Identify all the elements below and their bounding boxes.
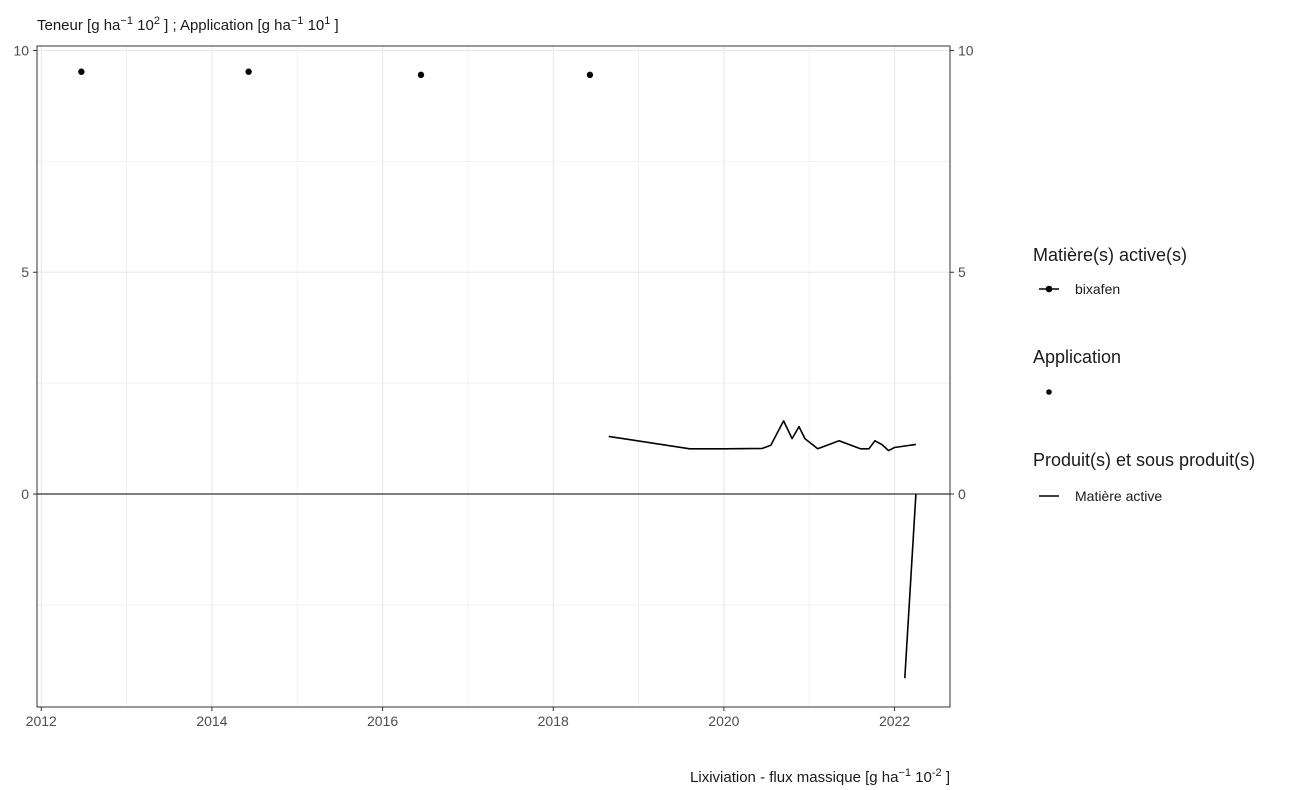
legend-title-active-substances: Matière(s) active(s) (1033, 245, 1187, 265)
y-right-tick-label: 0 (958, 486, 966, 502)
legend-title-application: Application (1033, 347, 1121, 367)
data-point-bixafen (78, 68, 85, 75)
data-point-bixafen (245, 68, 252, 75)
series-line-mati-re-active-1 (608, 420, 917, 452)
y-tick-label: 10 (13, 42, 29, 58)
y-right-tick-label: 10 (958, 42, 974, 58)
x-tick-label: 2020 (708, 713, 739, 729)
legend-item-active-matter: Matière active (1075, 488, 1162, 504)
data-layer (78, 68, 917, 679)
y-tick-label: 0 (21, 486, 29, 502)
x-tick-label: 2022 (879, 713, 910, 729)
axis-layer: 2012 2014 2016 2018 2020 2022 0 5 10 0 5 10 (13, 42, 973, 729)
x-tick-label: 2014 (196, 713, 227, 729)
legend-item-bixafen: bixafen (1075, 281, 1120, 297)
legend: Matière(s) active(s) bixafen Application… (1033, 245, 1255, 504)
x-tick-label: 2012 (26, 713, 57, 729)
data-point-bixafen (586, 71, 594, 79)
y-right-tick-label: 5 (958, 264, 966, 280)
left-axis-label: Teneur [g ha−1 102 ] ; Application [g ha… (37, 15, 339, 34)
data-point-bixafen (417, 71, 425, 79)
series-line-mati-re-active-2 (904, 494, 917, 679)
grid-layer (37, 46, 950, 707)
x-tick-label: 2016 (367, 713, 398, 729)
legend-title-products: Produit(s) et sous produit(s) (1033, 450, 1255, 470)
plot-panel-border (36, 45, 951, 708)
y-tick-label: 5 (21, 264, 29, 280)
x-axis-label: Lixiviation - flux massique [g ha−1 10-2… (690, 767, 950, 786)
legend-key-bixafen-point (1045, 285, 1053, 293)
x-tick-label: 2018 (538, 713, 569, 729)
legend-key-application-point (1046, 389, 1052, 395)
